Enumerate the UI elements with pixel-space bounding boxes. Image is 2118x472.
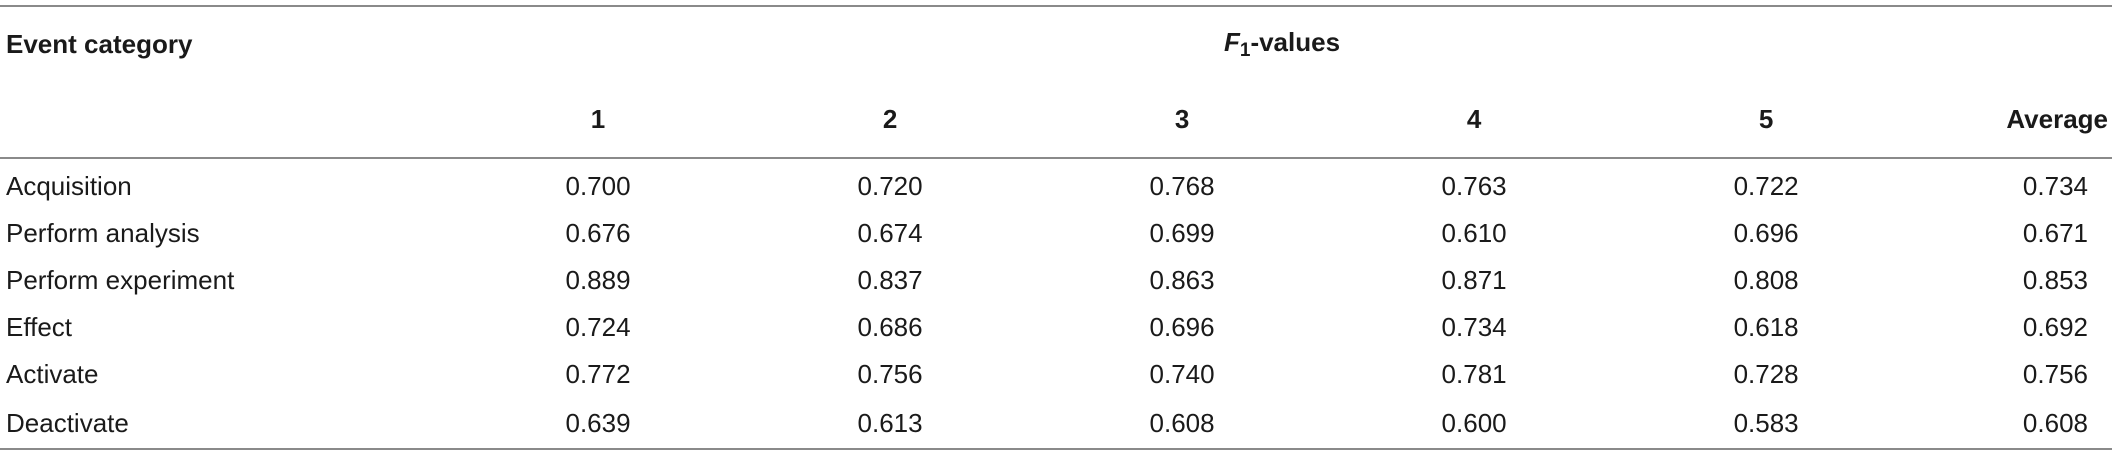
column-header-3: 3 [1036,81,1329,159]
header-row-1: Event category F1-values [0,5,2112,81]
cell-value: 0.696 [1149,312,1215,342]
row-category: Effect [6,312,73,342]
cell-average: 0.692 [2022,312,2088,342]
cell-value: 0.808 [1733,265,1799,295]
row-category: Perform analysis [6,218,200,248]
cell-value: 0.700 [565,171,631,201]
table-row: Effect 0.724 0.686 0.696 0.734 0.618 0.6… [0,304,2112,351]
column-header-4: 4 [1328,81,1621,159]
f1-values-table: Event category F1-values 1 2 3 4 5 Avera… [0,5,2112,450]
cell-average: 0.608 [1912,398,2112,450]
f1-values-group-header: F1-values [452,5,2112,81]
header-row-2: 1 2 3 4 5 Average [0,81,2112,159]
row-category: Deactivate [0,398,453,450]
cell-value: 0.763 [1441,171,1507,201]
row-category: Perform experiment [6,265,235,295]
cell-value: 0.676 [565,218,631,248]
table-row: Deactivate 0.639 0.613 0.608 0.600 0.583… [0,398,2112,450]
column-header-2: 2 [744,81,1037,159]
event-category-header: Event category [0,5,453,81]
table-body: Acquisition 0.700 0.720 0.768 0.763 0.72… [0,158,2112,450]
cell-value: 0.871 [1441,265,1507,295]
column-header-1: 1 [452,81,745,159]
f1-symbol: F [1223,26,1240,57]
column-header-average: Average [1912,81,2112,159]
cell-value: 0.768 [1149,171,1215,201]
cell-value: 0.639 [452,398,745,450]
f1-suffix: -values [1250,26,1341,57]
cell-value: 0.618 [1733,312,1799,342]
cell-value: 0.740 [1149,359,1215,389]
cell-value: 0.608 [1036,398,1329,450]
row-category: Activate [6,359,99,389]
cell-value: 0.889 [565,265,631,295]
cell-value: 0.772 [565,359,631,389]
cell-value: 0.781 [1441,359,1507,389]
cell-value: 0.734 [1441,312,1507,342]
cell-value: 0.674 [857,218,923,248]
cell-value: 0.863 [1149,265,1215,295]
cell-value: 0.837 [857,265,923,295]
table-header: Event category F1-values 1 2 3 4 5 Avera… [0,5,2112,159]
cell-average: 0.853 [2022,265,2088,295]
row-category: Acquisition [6,171,132,201]
table-row: Perform experiment 0.889 0.837 0.863 0.8… [0,257,2112,304]
cell-average: 0.671 [2022,218,2088,248]
cell-value: 0.724 [565,312,631,342]
cell-value: 0.583 [1620,398,1913,450]
cell-average: 0.756 [2022,359,2088,389]
cell-value: 0.686 [857,312,923,342]
table-row: Acquisition 0.700 0.720 0.768 0.763 0.72… [0,158,2112,210]
f1-values-label: F1-values [1223,26,1341,61]
cell-value: 0.756 [857,359,923,389]
cell-value: 0.722 [1733,171,1799,201]
cell-value: 0.728 [1733,359,1799,389]
column-header-5: 5 [1620,81,1913,159]
f1-subscript: 1 [1239,39,1251,61]
cell-value: 0.600 [1328,398,1621,450]
table-row: Perform analysis 0.676 0.674 0.699 0.610… [0,210,2112,257]
header-spacer [0,81,453,159]
cell-average: 0.734 [2022,171,2088,201]
cell-value: 0.720 [857,171,923,201]
cell-value: 0.696 [1733,218,1799,248]
cell-value: 0.610 [1441,218,1507,248]
cell-value: 0.699 [1149,218,1215,248]
table-row: Activate 0.772 0.756 0.740 0.781 0.728 0… [0,351,2112,398]
cell-value: 0.613 [744,398,1037,450]
